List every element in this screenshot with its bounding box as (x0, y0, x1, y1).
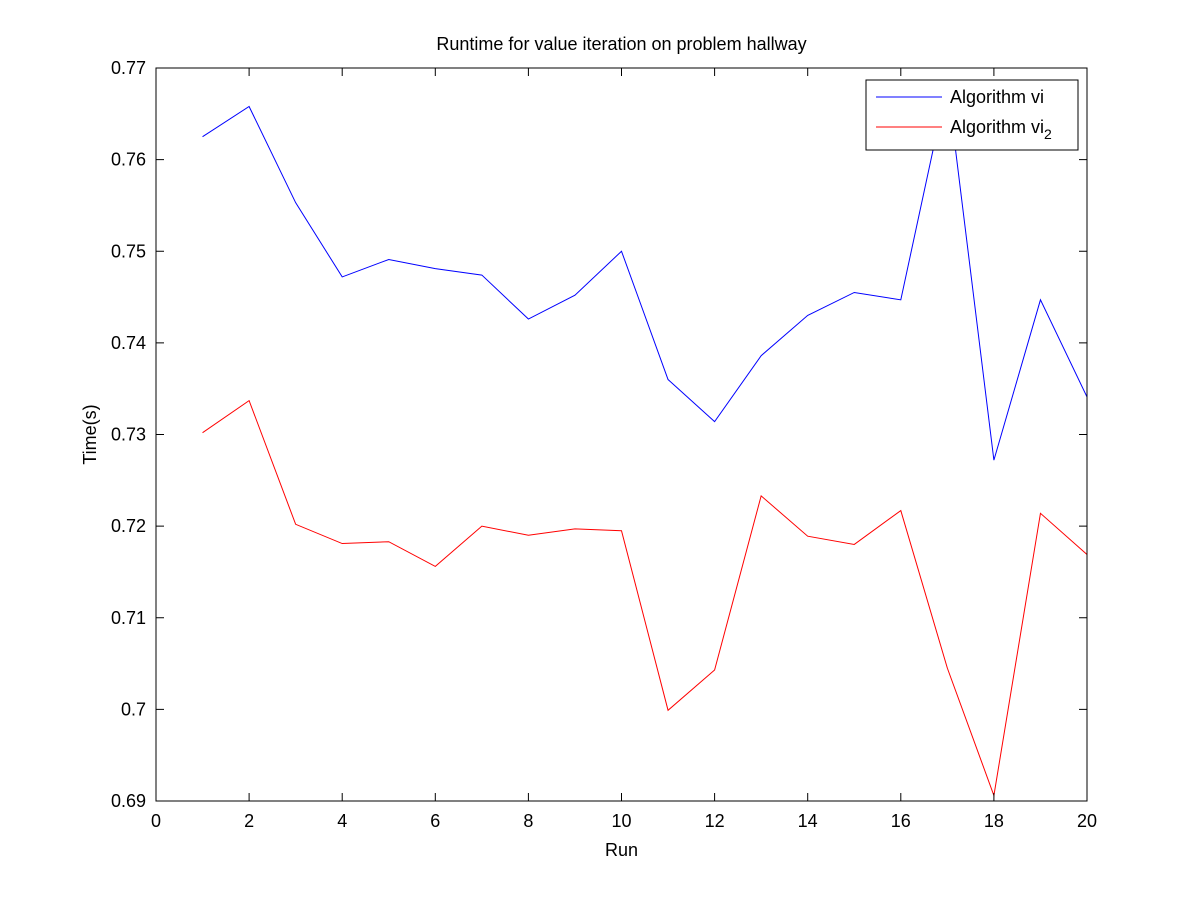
legend-label-vi2-main: Algorithm vi (950, 117, 1044, 137)
legend: Algorithm vi Algorithm vi2 (865, 79, 1079, 151)
x-tick-label: 12 (705, 811, 725, 831)
x-tick-label: 8 (523, 811, 533, 831)
y-tick-label: 0.72 (111, 516, 146, 536)
y-tick-label: 0.77 (111, 58, 146, 78)
legend-label-vi2-subscript: 2 (1044, 126, 1052, 142)
x-tick-label: 4 (337, 811, 347, 831)
x-axis-label: Run (605, 840, 638, 860)
y-tick-label: 0.74 (111, 333, 146, 353)
y-tick-label: 0.69 (111, 791, 146, 811)
plot-area (156, 68, 1087, 801)
x-tick-label: 6 (430, 811, 440, 831)
x-tick-label: 18 (984, 811, 1004, 831)
legend-box (865, 79, 1079, 151)
x-tick-label: 10 (611, 811, 631, 831)
series-line-vi2 (202, 399, 1088, 798)
ticks-layer: 0 2 4 6 8 10 12 14 16 18 20 0.69 0.7 0.71 0.72 0.73 0.74… (111, 58, 1097, 831)
x-tick-label: 14 (798, 811, 818, 831)
x-tick-label: 20 (1077, 811, 1097, 831)
x-tick-label: 2 (244, 811, 254, 831)
legend-label-vi2: Algorithm vi2 (950, 117, 1052, 142)
y-tick-label: 0.7 (121, 699, 146, 719)
y-tick-label: 0.71 (111, 608, 146, 628)
x-tick-label: 0 (151, 811, 161, 831)
legend-label-vi: Algorithm vi (950, 87, 1044, 107)
y-tick-label: 0.73 (111, 425, 146, 445)
x-tick-label: 16 (891, 811, 911, 831)
y-tick-label: 0.76 (111, 150, 146, 170)
y-tick-label: 0.75 (111, 241, 146, 261)
chart-title: Runtime for value iteration on problem h… (436, 34, 806, 54)
y-axis-label: Time(s) (80, 404, 100, 464)
